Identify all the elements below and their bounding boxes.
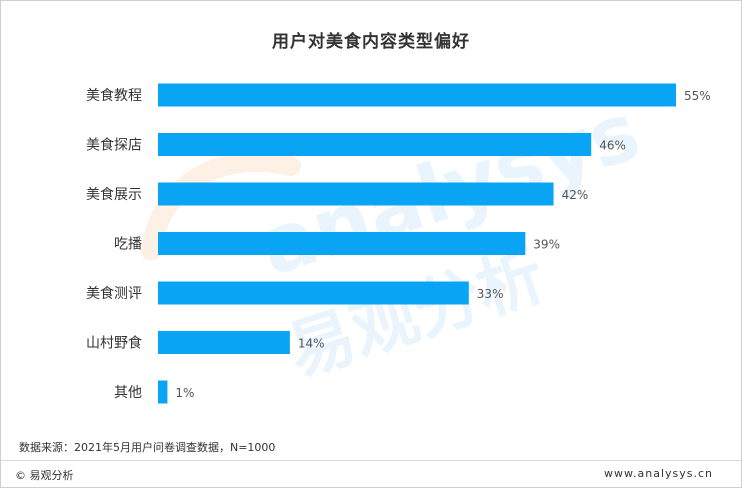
category-label: 其他 bbox=[114, 385, 142, 401]
value-label: 39% bbox=[533, 238, 560, 252]
bar bbox=[158, 380, 168, 404]
copyright-text: © 易观分析 bbox=[15, 469, 74, 482]
data-source-note: 数据来源：2021年5月用户问卷调查数据，N=1000 bbox=[19, 441, 276, 454]
category-label: 美食测评 bbox=[86, 285, 142, 302]
value-label: 14% bbox=[298, 337, 325, 351]
bar bbox=[158, 182, 554, 206]
value-label: 33% bbox=[477, 287, 504, 301]
bar-chart: 美食教程 55% 美食探店 46% 美食展示 42% 吃播 39% 美食测评 33% 山村野食 14%… bbox=[86, 83, 711, 404]
bar bbox=[158, 133, 592, 156]
category-label: 美食探店 bbox=[86, 137, 142, 154]
category-label: 美食教程 bbox=[86, 87, 142, 104]
value-label: 1% bbox=[175, 386, 194, 400]
chart-title: 用户对美食内容类型偏好 bbox=[272, 32, 470, 52]
value-label: 42% bbox=[562, 188, 589, 202]
value-label: 55% bbox=[684, 89, 711, 103]
bar bbox=[158, 331, 290, 354]
bar bbox=[158, 232, 526, 255]
category-label: 山村野食 bbox=[86, 335, 142, 352]
bar bbox=[158, 281, 469, 305]
bar bbox=[158, 83, 676, 107]
category-label: 美食展示 bbox=[86, 186, 142, 203]
category-label: 吃播 bbox=[114, 237, 142, 253]
website-link[interactable]: www.analysys.cn bbox=[604, 467, 713, 480]
footer-divider bbox=[1, 460, 741, 461]
value-label: 46% bbox=[599, 139, 626, 153]
